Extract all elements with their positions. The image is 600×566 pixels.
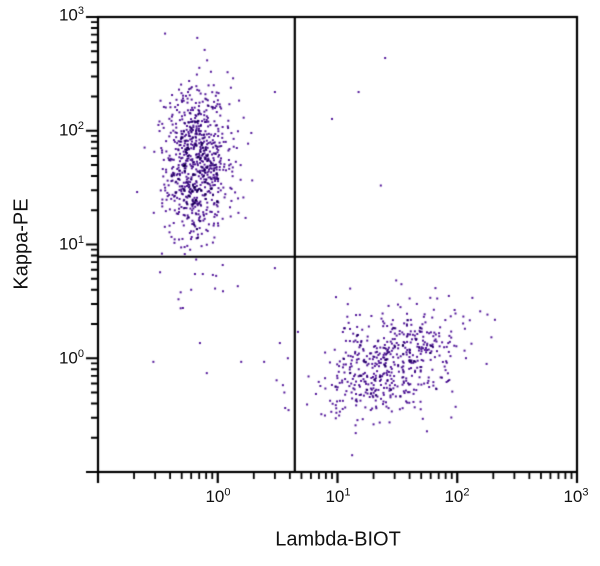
tick-exponent: 1 [344, 486, 351, 499]
x-tick-label-1e3: 103 [563, 486, 589, 506]
tick-base: 10 [58, 234, 78, 254]
y-axis-title: Kappa-PE [10, 198, 33, 290]
x-tick-label-1e1: 101 [325, 486, 351, 506]
tick-base: 10 [58, 5, 78, 25]
tick-base: 10 [325, 487, 345, 506]
tick-base: 10 [563, 487, 583, 506]
x-tick-label-1e0: 100 [205, 486, 231, 506]
tick-exponent: 0 [77, 347, 84, 360]
tick-exponent: 0 [224, 486, 231, 499]
tick-exponent: 3 [582, 486, 589, 499]
tick-base: 10 [205, 487, 225, 506]
tick-exponent: 3 [77, 4, 84, 17]
y-tick-label-1e2: 102 [58, 119, 84, 140]
tick-base: 10 [58, 348, 78, 368]
y-tick-label-1e1: 101 [58, 233, 84, 254]
x-axis-title: Lambda-BIOT [275, 528, 401, 551]
y-tick-label-1e3: 103 [58, 4, 84, 25]
y-tick-label-1e0: 100 [58, 347, 84, 368]
tick-exponent: 1 [77, 233, 84, 246]
tick-exponent: 2 [463, 486, 470, 499]
x-tick-label-1e2: 102 [444, 486, 470, 506]
tick-exponent: 2 [77, 119, 84, 132]
tick-base: 10 [444, 487, 464, 506]
tick-base: 10 [58, 120, 78, 140]
